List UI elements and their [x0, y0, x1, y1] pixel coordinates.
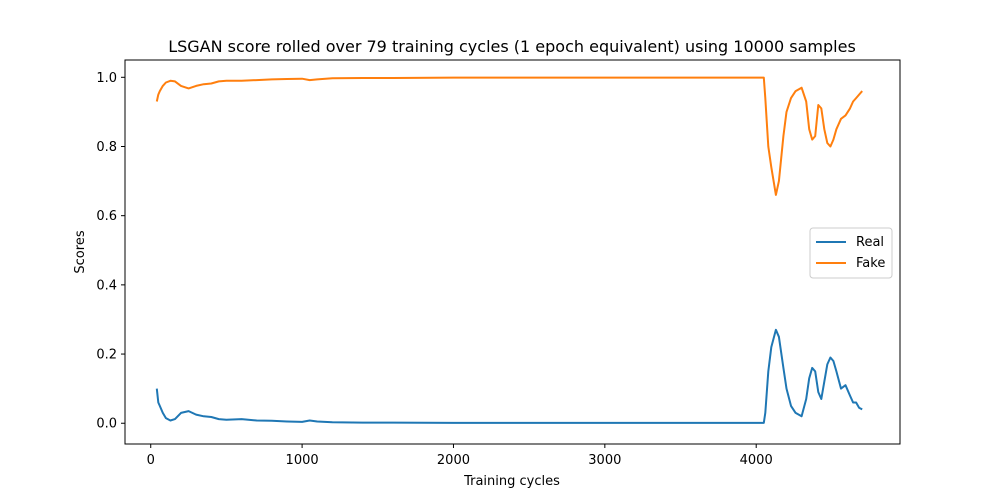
- chart-title: LSGAN score rolled over 79 training cycl…: [168, 37, 856, 56]
- y-tick-label: 0.4: [96, 278, 117, 293]
- y-tick-label: 1.0: [96, 71, 117, 86]
- x-tick-label: 2000: [437, 453, 470, 468]
- legend-box: [809, 227, 893, 279]
- plot-frame: [124, 59, 901, 445]
- series-line-real: [155, 328, 863, 424]
- legend-label-real: Real: [856, 235, 884, 250]
- x-tick-label: 3000: [588, 453, 621, 468]
- legend-label-fake: Fake: [856, 256, 885, 271]
- x-tick-label: 4000: [740, 453, 773, 468]
- legend: Real Fake: [809, 227, 893, 279]
- x-tick-label: 0: [147, 453, 155, 468]
- y-tick-label: 0.8: [96, 140, 117, 155]
- y-axis-label: Scores: [73, 230, 88, 273]
- x-axis-ticks: 0 1000 2000 3000 4000: [147, 444, 773, 468]
- x-tick-label: 1000: [286, 453, 319, 468]
- y-tick-label: 0.6: [96, 209, 117, 224]
- x-axis-label: Training cycles: [463, 474, 560, 489]
- series-line-fake: [155, 76, 863, 196]
- series-layer: [155, 76, 863, 424]
- y-axis-ticks: 0.0 0.2 0.4 0.6 0.8 1.0: [96, 71, 125, 432]
- y-tick-label: 0.0: [96, 417, 117, 432]
- y-tick-label: 0.2: [96, 348, 117, 363]
